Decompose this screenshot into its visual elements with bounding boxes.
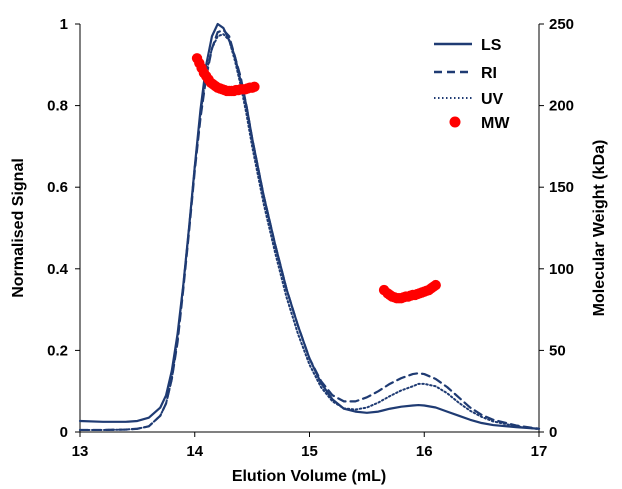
x-axis-title: Elution Volume (mL)	[232, 468, 386, 485]
left-y-tick-label: 0	[60, 424, 68, 441]
series-line-ls	[78, 22, 541, 430]
x-tick-label: 13	[72, 443, 89, 460]
left-y-tick-label: 0.4	[47, 261, 69, 278]
series-layer	[78, 22, 541, 432]
right-y-tick-label: 100	[549, 261, 574, 278]
series-mw	[191, 53, 441, 304]
legend-swatch-mw	[449, 116, 461, 128]
right-y-axis-title: Molecular Weight (kDa)	[591, 140, 608, 317]
mw-point	[430, 279, 441, 291]
legend-item-uv: UV	[434, 91, 504, 108]
right-y-tick-label: 150	[549, 179, 574, 196]
right-y-tick-label: 200	[549, 98, 574, 115]
legend-item-ls: LS	[434, 37, 502, 54]
legend-label-ri: RI	[481, 65, 497, 82]
left-y-axis-title: Normalised Signal	[10, 158, 27, 298]
x-tick-label: 17	[531, 443, 548, 460]
right-y-tick-label: 0	[549, 424, 557, 441]
legend-item-mw: MW	[449, 115, 510, 132]
x-tick-label: 14	[186, 443, 203, 460]
plot-area	[79, 24, 540, 433]
left-y-tick-label: 0.2	[47, 342, 68, 359]
right-y-tick-label: 50	[549, 342, 566, 359]
legend-label-mw: MW	[481, 115, 510, 132]
left-y-tick-label: 1	[60, 16, 68, 33]
series-line-ri	[78, 29, 541, 432]
x-tick-label: 15	[301, 443, 318, 460]
x-tick-label: 16	[416, 443, 433, 460]
left-y-tick-label: 0.6	[47, 179, 68, 196]
mw-point	[249, 81, 260, 93]
legend-label-ls: LS	[481, 37, 502, 54]
right-y-tick-label: 250	[549, 16, 574, 33]
legend-label-uv: UV	[481, 91, 504, 108]
legend: LS RI UV MW	[434, 37, 510, 132]
left-y-tick-label: 0.8	[47, 98, 68, 115]
legend-item-ri: RI	[434, 65, 497, 82]
series-line-uv	[79, 33, 540, 431]
